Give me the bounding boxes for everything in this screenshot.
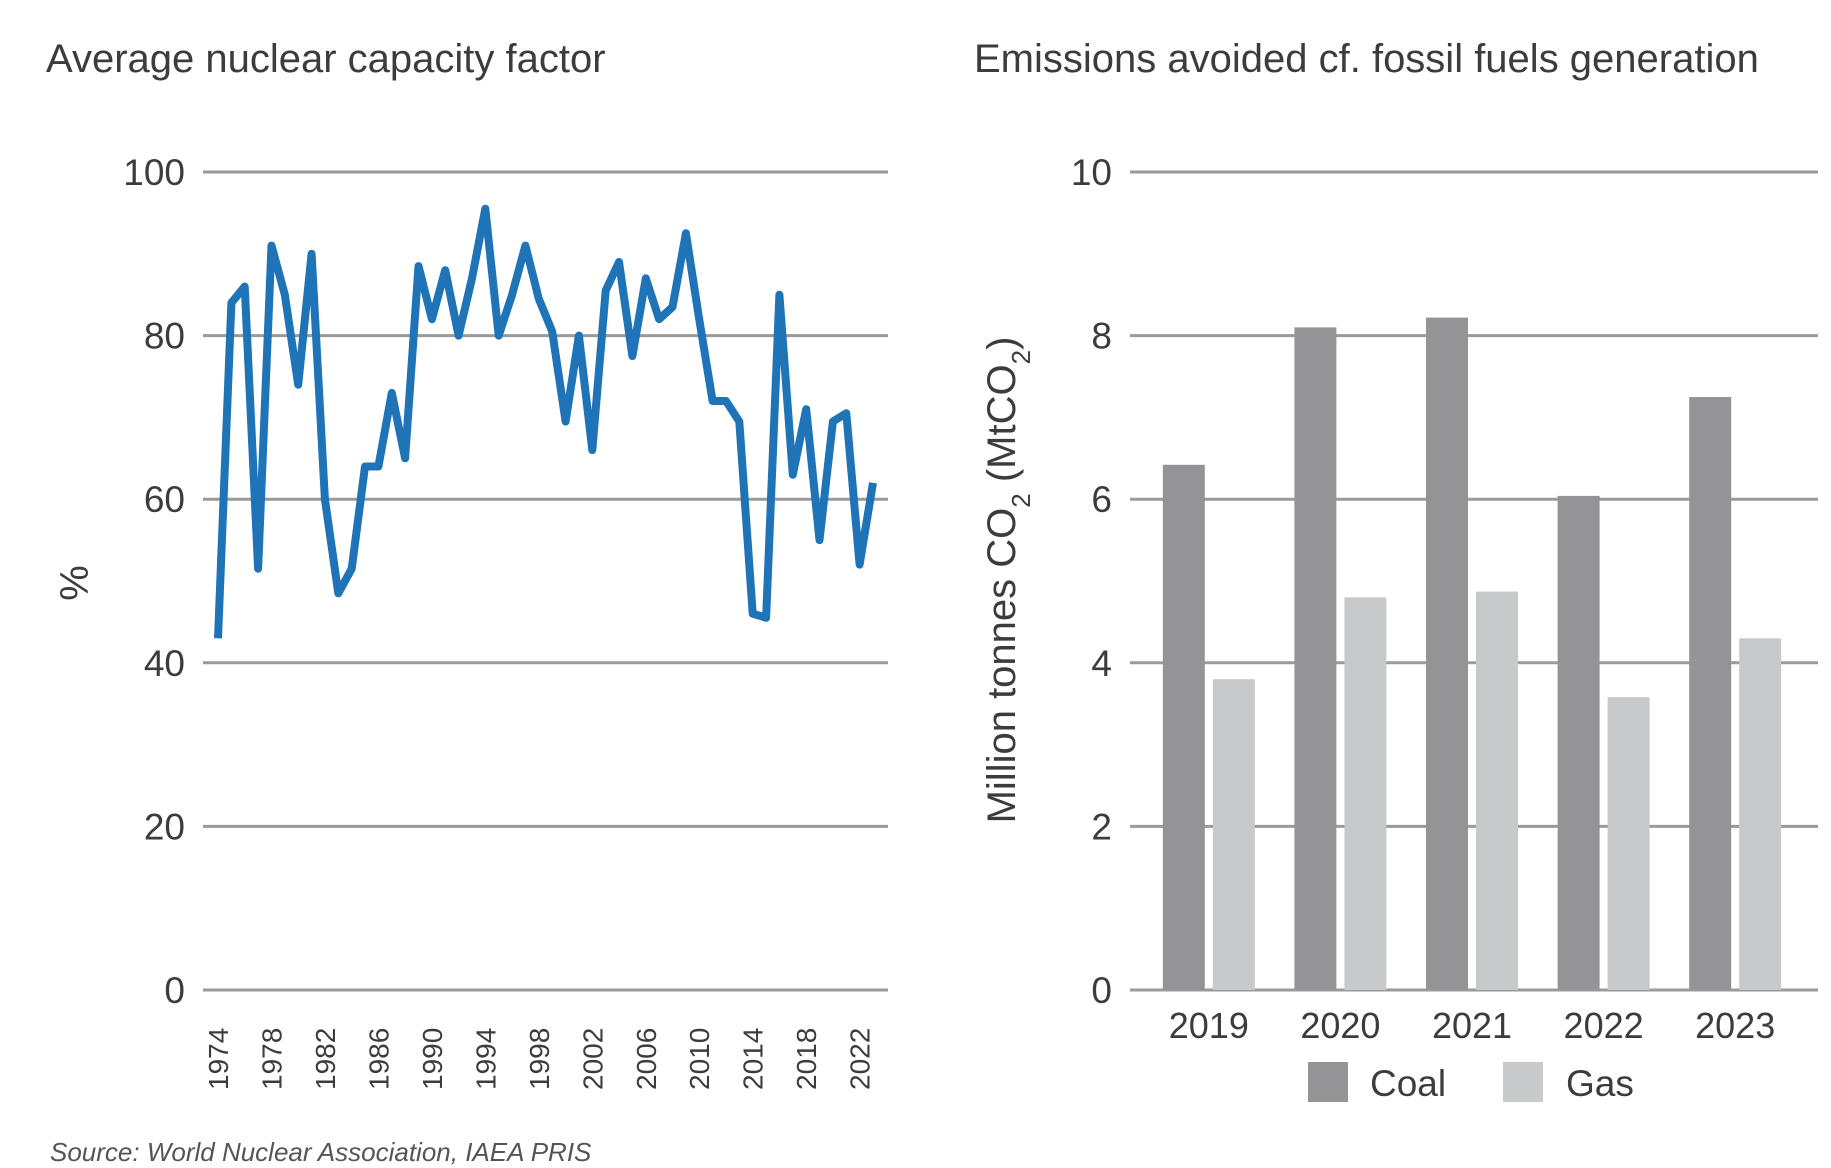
bar-coal-2021 (1426, 317, 1468, 991)
ylabel-part-3: ) (980, 337, 1024, 350)
x-tick-label: 2006 (631, 1028, 662, 1090)
x-tick-label: 2022 (845, 1028, 876, 1090)
bar-chart-title: Emissions avoided cf. fossil fuels gener… (974, 37, 1759, 81)
bar-gas-2020 (1344, 597, 1387, 990)
bar-gas-2019 (1212, 679, 1255, 990)
bar-coal-2023 (1689, 397, 1732, 990)
line-chart: Average nuclear capacity factor 0 20 40 60 8… (46, 37, 888, 1090)
x-tick-label: 2002 (577, 1028, 608, 1090)
y-tick-label: 80 (144, 316, 185, 357)
x-tick-label: 2014 (738, 1028, 769, 1090)
y-tick-label: 4 (1091, 643, 1112, 684)
source-note: Source: World Nuclear Association, IAEA … (50, 1137, 592, 1167)
bar-gas-2022 (1607, 697, 1650, 990)
bar-coal-2022 (1557, 495, 1600, 990)
y-tick-label: 2 (1091, 806, 1112, 847)
bar-chart-legend: Coal Gas (1308, 1062, 1634, 1104)
y-tick-label: 10 (1071, 152, 1112, 193)
x-tick-label: 1990 (417, 1028, 448, 1090)
y-tick-label: 20 (144, 806, 185, 847)
x-tick-label: 1994 (470, 1028, 501, 1090)
x-tick-label: 2018 (791, 1028, 822, 1090)
line-chart-title: Average nuclear capacity factor (46, 37, 606, 81)
ylabel-subscript-1: 2 (1006, 493, 1036, 507)
y-tick-label: 0 (1091, 970, 1112, 1011)
y-tick-label: 6 (1091, 479, 1112, 520)
line-chart-y-axis-label: % (53, 565, 97, 601)
x-tick-label: 1998 (524, 1028, 555, 1090)
x-tick-label: 2010 (684, 1028, 715, 1090)
bar-gas-2023 (1739, 638, 1782, 990)
legend-swatch-gas (1503, 1062, 1543, 1102)
x-tick-label: 1974 (203, 1028, 234, 1090)
capacity-factor-line (214, 204, 877, 639)
x-tick-label: 1986 (363, 1028, 394, 1090)
x-tick-label: 2022 (1564, 1005, 1644, 1046)
y-tick-label: 60 (144, 479, 185, 520)
bar-gas-2021 (1476, 591, 1518, 990)
ylabel-subscript-2: 2 (1006, 350, 1036, 364)
bar-chart: Emissions avoided cf. fossil fuels gener… (974, 37, 1818, 1104)
x-tick-label: 1982 (310, 1028, 341, 1090)
bar-chart-y-axis-label: Million tonnes CO2 (MtCO2) (980, 337, 1036, 824)
ylabel-part-1: Million tonnes CO (980, 508, 1024, 824)
y-tick-label: 100 (123, 152, 185, 193)
bar-coal-2019 (1162, 464, 1205, 990)
x-tick-label: 2023 (1695, 1005, 1775, 1046)
bar-chart-x-ticks: 2019 2020 2021 2022 2023 (1169, 1005, 1775, 1046)
x-tick-label: 2021 (1432, 1005, 1512, 1046)
legend-swatch-coal (1308, 1062, 1348, 1102)
y-tick-label: 0 (164, 970, 185, 1011)
x-tick-label: 2019 (1169, 1005, 1249, 1046)
bar-coal-2020 (1294, 327, 1337, 990)
bar-chart-bars (1162, 317, 1782, 991)
x-tick-label: 2020 (1300, 1005, 1380, 1046)
y-tick-label: 40 (144, 643, 185, 684)
y-tick-label: 8 (1091, 316, 1112, 357)
line-chart-x-ticks: 1974 1978 1982 1986 1990 1994 1998 2002 2006 2010… (203, 1028, 876, 1090)
bar-chart-y-ticks: 0 2 4 6 8 10 (1071, 152, 1112, 1011)
legend-label-coal: Coal (1370, 1063, 1446, 1104)
ylabel-part-2: (MtCO (980, 364, 1024, 493)
x-tick-label: 1978 (256, 1028, 287, 1090)
legend-label-gas: Gas (1566, 1063, 1634, 1104)
line-chart-y-ticks: 0 20 40 60 80 100 (123, 152, 185, 1011)
